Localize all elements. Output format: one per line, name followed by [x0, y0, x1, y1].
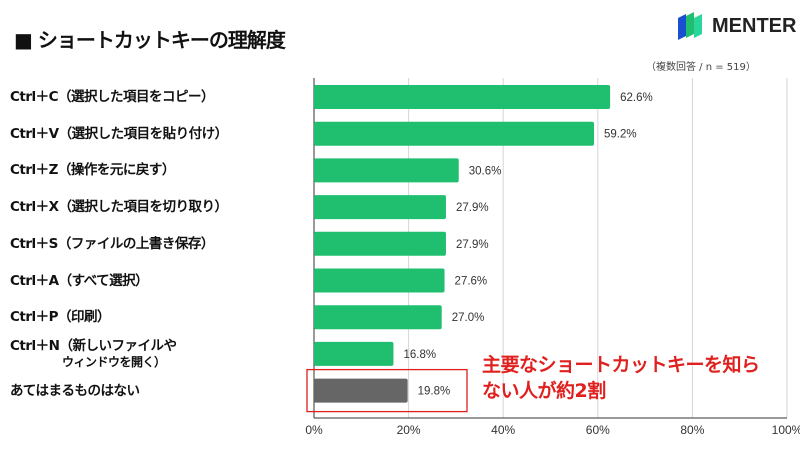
x-tick-label: 40% — [491, 423, 515, 437]
bar — [314, 268, 445, 293]
highlight-box — [306, 368, 468, 413]
data-label: 59.2% — [604, 129, 637, 141]
callout: 主要なショートカットキーを知ら ない人が約2割 — [482, 352, 760, 404]
category-label: Ctrl＋N（新しいファイルや ウィンドウを開く） — [10, 337, 177, 370]
x-tick-label: 80% — [680, 423, 704, 437]
callout-line2: ない人が約2割 — [482, 380, 606, 402]
bar — [314, 378, 408, 403]
bar — [314, 158, 459, 183]
x-tick-label: 60% — [586, 423, 610, 437]
category-label-line: Ctrl＋V（選択した項目を貼り付け） — [10, 125, 228, 142]
menter-logo: MENTER — [676, 12, 796, 40]
bar — [314, 121, 595, 146]
category-label: Ctrl＋P（印刷） — [10, 309, 111, 326]
category-label-line: Ctrl＋N（新しいファイルや — [10, 337, 177, 354]
category-label: あてはまるものはない — [10, 382, 140, 399]
data-label: 27.9% — [456, 239, 489, 251]
category-label-line: あてはまるものはない — [10, 382, 140, 399]
x-tick-label: 0% — [305, 423, 323, 437]
category-label-line: Ctrl＋P（印刷） — [10, 309, 111, 326]
menter-logo-icon — [678, 12, 702, 40]
data-label: 19.8% — [418, 386, 451, 398]
chart-title: ■ ショートカットキーの理解度 — [14, 28, 286, 52]
data-label: 16.8% — [403, 349, 436, 361]
category-label: Ctrl＋A（すべて選択） — [10, 272, 149, 289]
data-label: 27.9% — [456, 202, 489, 214]
data-label: 62.6% — [620, 92, 653, 104]
category-label-line: Ctrl＋A（すべて選択） — [10, 272, 149, 289]
bar — [314, 341, 394, 366]
x-tick-label: 20% — [397, 423, 421, 437]
data-label: 30.6% — [469, 165, 502, 177]
category-label: Ctrl＋Z（操作を元に戻す） — [10, 162, 175, 178]
data-label: 27.0% — [452, 312, 485, 324]
category-label-line: Ctrl＋X（選択した項目を切り取り） — [10, 199, 228, 216]
data-label: 27.6% — [455, 276, 488, 288]
category-label-line: Ctrl＋S（ファイルの上書き保存） — [10, 235, 214, 252]
category-label: Ctrl＋X（選択した項目を切り取り） — [10, 199, 228, 215]
bar — [314, 85, 611, 109]
category-label: Ctrl＋V（選択した項目を貼り付け） — [10, 126, 228, 142]
logo-text: MENTER — [712, 14, 797, 37]
category-label-line: Ctrl＋C（選択した項目をコピー） — [10, 89, 215, 105]
category-label: Ctrl＋S（ファイルの上書き保存） — [10, 236, 214, 252]
bar — [314, 195, 446, 220]
x-tick-label: 100% — [772, 423, 800, 437]
callout-line1: 主要なショートカットキーを知ら — [482, 354, 760, 376]
bar — [314, 231, 446, 256]
category-label-line: Ctrl＋Z（操作を元に戻す） — [10, 162, 175, 179]
category-label-line: ウィンドウを開く） — [62, 354, 166, 369]
sample-note: （複数回答 / n = 519） — [646, 62, 756, 73]
category-label: Ctrl＋C（選択した項目をコピー） — [10, 89, 215, 105]
bar — [314, 305, 442, 330]
